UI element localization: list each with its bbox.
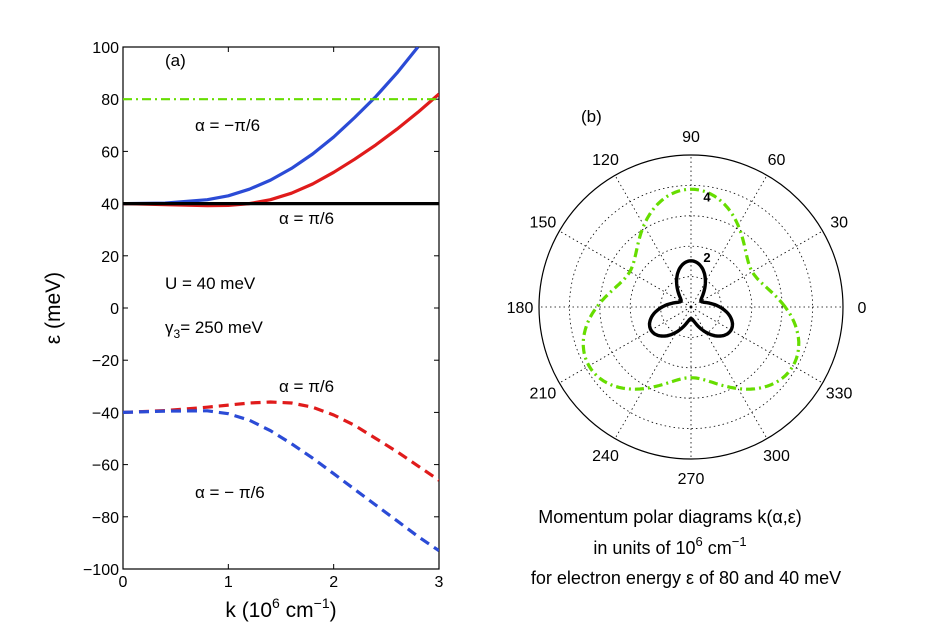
- polar-angle-label: 180: [507, 300, 534, 317]
- x-tick-label: 2: [329, 574, 338, 591]
- annotation-alpha-neg-upper: α = −π/6: [195, 116, 260, 135]
- caption-sup-1: 6: [696, 534, 703, 549]
- y-tick-label: 40: [101, 197, 119, 214]
- series-line: [123, 47, 420, 206]
- y-axis-label: ε (meV): [42, 272, 65, 344]
- polar-angle-label: 150: [530, 215, 557, 232]
- polar-grid-spoke: [690, 306, 768, 439]
- polar-angle-label: 0: [858, 300, 867, 317]
- polar-angle-label: 210: [530, 386, 557, 403]
- polar-radial-tick-label: 2: [703, 250, 710, 265]
- caption-sup-2: −1: [732, 534, 747, 549]
- polar-series: [581, 187, 801, 391]
- polar-angle-label: 30: [830, 215, 848, 232]
- x-tick-label: 0: [119, 574, 128, 591]
- polar-outer-circle: [538, 154, 844, 460]
- caption-line-2a: in units of 10: [593, 538, 695, 558]
- caption-line-1: Momentum polar diagrams k(α,ε): [538, 507, 802, 527]
- gamma-subscript: 3: [174, 327, 181, 341]
- polar-angle-labels: 0 30 60 90 120 150 180 210 240 270 300 330: [507, 129, 867, 488]
- x-axis-label-unit: cm: [280, 599, 314, 622]
- polar-grid-spoke: [690, 306, 823, 384]
- polar-grid: [538, 154, 844, 460]
- polar-series-curve: [581, 187, 801, 391]
- y-tick-label: −60: [92, 458, 119, 475]
- polar-grid-circle: [629, 245, 753, 369]
- x-tick-label: 1: [224, 574, 233, 591]
- polar-angle-label: 270: [678, 471, 705, 488]
- polar-angle-label: 90: [682, 129, 700, 146]
- y-tick-label: −20: [92, 353, 119, 370]
- annotation-u: U = 40 meV: [165, 274, 256, 293]
- panel-a-line-chart: −100 −80 −60 −40 −20 0 20 40 60 80 100 0 1 2 3 (a) α =…: [42, 40, 444, 622]
- polar-grid-spoke: [690, 175, 768, 308]
- y-tick-label: 60: [101, 144, 119, 161]
- x-axis-label-close: ): [330, 599, 337, 622]
- panel-a-series: [123, 47, 439, 553]
- gamma-symbol: γ: [165, 318, 174, 337]
- polar-angle-label: 330: [826, 386, 853, 403]
- polar-grid-spoke: [614, 306, 692, 439]
- series-line: [123, 409, 439, 553]
- polar-angle-label: 60: [768, 152, 786, 169]
- y-tick-label: −100: [83, 562, 119, 579]
- polar-radial-ticks: 24: [703, 189, 711, 265]
- polar-series-curve: [647, 259, 735, 338]
- y-tick-label: 100: [92, 40, 119, 57]
- annotation-alpha-neg-lower: α = − π/6: [195, 483, 265, 502]
- y-tick-label: −80: [92, 510, 119, 527]
- x-tick-label: 3: [435, 574, 444, 591]
- caption-line-2b: cm: [703, 538, 732, 558]
- annotation-gamma: γ3= 250 meV: [165, 318, 264, 341]
- annotation-alpha-pos-upper: α = π/6: [279, 209, 334, 228]
- plot-area-frame: [122, 46, 440, 570]
- panel-a-ticks: −100 −80 −60 −40 −20 0 20 40 60 80 100 0 1 2 3: [83, 40, 444, 591]
- y-tick-label: 80: [101, 92, 119, 109]
- polar-radial-tick-label: 4: [703, 189, 711, 204]
- panel-a-label: (a): [165, 51, 186, 70]
- series-line: [123, 92, 439, 208]
- y-tick-label: 20: [101, 249, 119, 266]
- gamma-value: = 250 meV: [180, 318, 263, 337]
- polar-grid-spoke: [559, 306, 692, 384]
- x-axis-label-sup: 6: [272, 595, 280, 611]
- series-line: [123, 400, 439, 482]
- annotation-alpha-pos-lower: α = π/6: [279, 377, 334, 396]
- x-axis-label-unit-sup: −1: [314, 595, 330, 611]
- polar-angle-label: 300: [763, 448, 790, 465]
- caption-line-3: for electron energy ε of 80 and 40 meV: [531, 568, 841, 588]
- x-axis-label: k (106 cm−1): [225, 595, 336, 622]
- polar-angle-label: 240: [592, 448, 619, 465]
- y-tick-label: 0: [110, 301, 119, 318]
- panel-b-label: (b): [581, 107, 602, 126]
- polar-grid-spoke: [559, 230, 692, 308]
- x-axis-label-main: k (10: [225, 599, 272, 622]
- polar-grid-spoke: [614, 175, 692, 308]
- y-tick-label: −40: [92, 405, 119, 422]
- polar-grid-spoke: [690, 230, 823, 308]
- polar-angle-label: 120: [592, 152, 619, 169]
- caption-line-2: in units of 106 cm−1: [593, 534, 746, 558]
